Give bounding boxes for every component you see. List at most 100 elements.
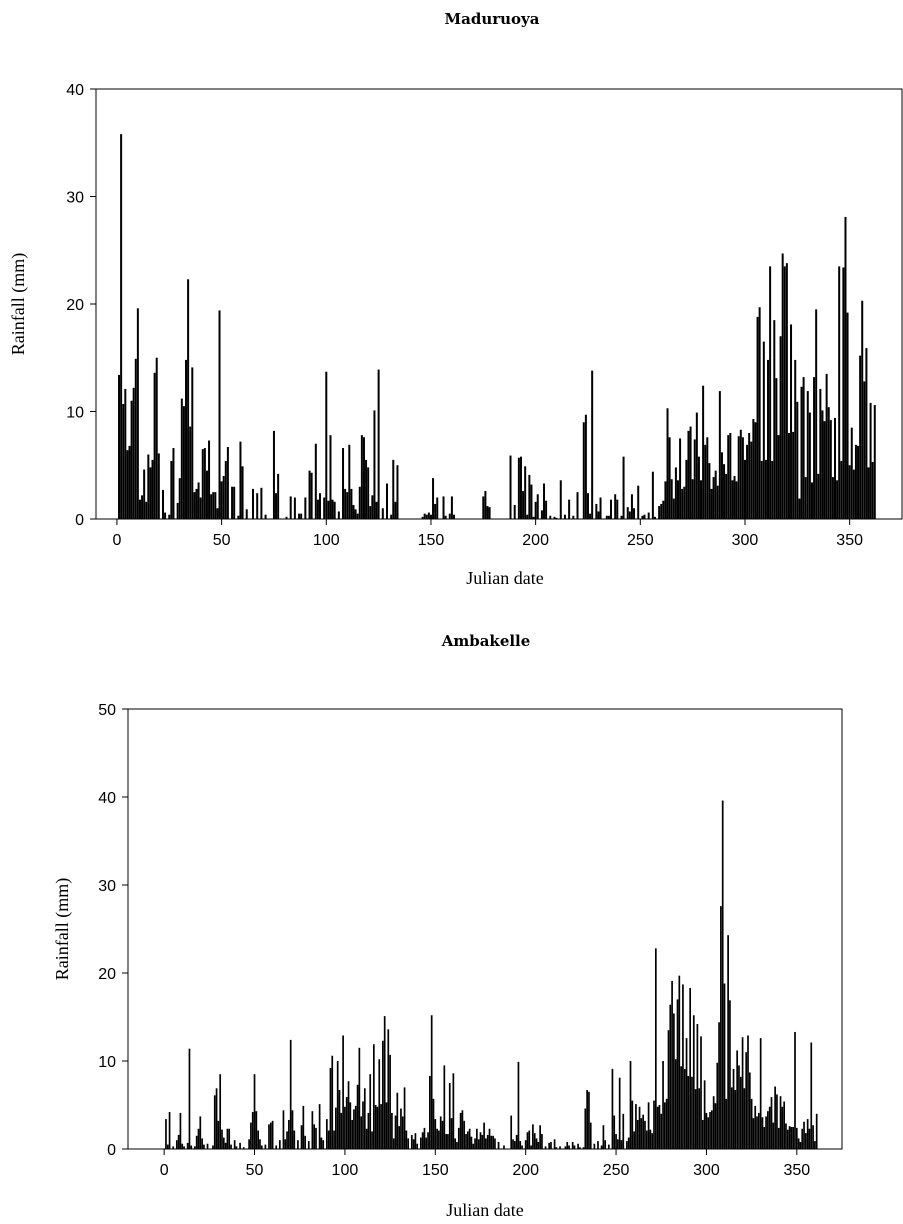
bar (528, 1130, 531, 1149)
bar (481, 1134, 484, 1149)
bar (300, 513, 303, 520)
bar (738, 1065, 740, 1149)
bar (521, 1145, 523, 1149)
bar (691, 479, 694, 519)
bar (423, 1127, 426, 1149)
bar (311, 1111, 314, 1149)
bar (676, 480, 679, 519)
bar (371, 495, 374, 519)
bar (701, 1119, 704, 1149)
bar (185, 359, 188, 519)
bar (275, 493, 278, 519)
bar (510, 1115, 513, 1149)
bar (783, 266, 786, 520)
bar (584, 414, 587, 519)
bar (627, 1137, 630, 1149)
bar (348, 444, 351, 519)
bar (716, 1062, 719, 1149)
bar (672, 498, 675, 519)
bar (197, 1128, 200, 1149)
bar (730, 1087, 733, 1149)
bar (250, 1122, 252, 1149)
bar (725, 1098, 728, 1149)
bar (534, 501, 537, 519)
bar (620, 1140, 623, 1149)
bar (130, 400, 133, 519)
bar (739, 1076, 742, 1149)
bar (181, 1143, 184, 1149)
bar (852, 469, 855, 519)
bar (739, 429, 742, 519)
bar (831, 477, 834, 519)
bar (342, 1035, 344, 1149)
bar (776, 1094, 778, 1149)
bar (168, 1112, 171, 1149)
bar (286, 1131, 288, 1149)
bar (771, 460, 774, 519)
bar (759, 1038, 762, 1149)
bar (331, 499, 334, 519)
bar (277, 473, 280, 519)
bar (573, 1145, 576, 1149)
bar (595, 503, 598, 519)
bar (696, 1024, 699, 1149)
bar (792, 431, 795, 519)
y-axis: 0 10 20 30 40 (66, 82, 96, 529)
bar (310, 472, 313, 519)
bar (524, 1140, 527, 1149)
bar (515, 1134, 518, 1149)
bar (622, 456, 625, 519)
bar (400, 1108, 402, 1149)
bar (466, 1131, 469, 1149)
bar (327, 500, 330, 519)
bar (760, 460, 763, 519)
bar (432, 478, 435, 519)
bar (827, 407, 830, 519)
bar (576, 492, 579, 520)
y-tick-label: 10 (98, 1054, 116, 1071)
bar (683, 486, 686, 519)
bar (363, 1088, 366, 1149)
bar (593, 1143, 596, 1149)
bar (792, 1127, 795, 1149)
bar (298, 513, 301, 520)
bar (642, 1114, 645, 1149)
bar (416, 1143, 419, 1149)
bar (344, 1106, 346, 1149)
bar (492, 1135, 494, 1149)
bar (403, 1087, 406, 1149)
bar (731, 480, 734, 519)
bar (407, 1138, 410, 1149)
bar (327, 1130, 330, 1149)
bar (256, 493, 259, 519)
bar (477, 1139, 480, 1149)
bar (153, 372, 156, 519)
bar (320, 1137, 323, 1149)
bar (221, 1129, 223, 1149)
bar (638, 1106, 641, 1149)
bar (687, 1075, 690, 1149)
bar (195, 488, 198, 519)
bar (187, 279, 190, 519)
bar (850, 427, 853, 520)
bar (228, 1128, 231, 1149)
bar (773, 320, 776, 520)
bar (282, 1110, 285, 1149)
bar (767, 359, 770, 519)
bar (815, 309, 818, 520)
bar (389, 1054, 391, 1149)
bar (178, 478, 181, 519)
bar (610, 499, 612, 519)
bar (712, 1096, 715, 1149)
bar (698, 1088, 701, 1149)
bar (476, 1128, 478, 1149)
bar (555, 517, 558, 519)
bar (452, 1073, 455, 1149)
bar (259, 1139, 261, 1149)
bar (716, 485, 719, 519)
bar (260, 487, 263, 519)
chart-maduruoya: Maduruoya 0 10 20 30 40 0 50 100 150 200 250 300 35… (8, 10, 903, 588)
bar (356, 1084, 359, 1149)
bar (456, 1141, 458, 1149)
bar (333, 501, 336, 519)
